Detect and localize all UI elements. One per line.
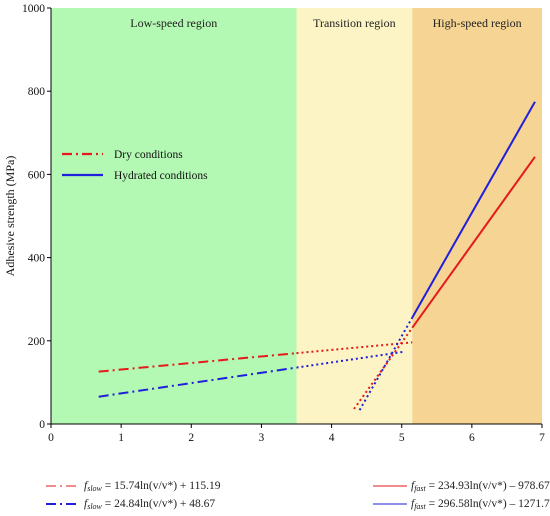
region-label: High-speed region [433,16,522,30]
series-line-hydrated-fast [411,101,536,319]
adhesive-strength-chart: 0123456702004006008001000ln(v/v*)Adhesiv… [3,3,545,444]
series-line-dry-fast-extension [353,327,414,410]
region-label: Low-speed region [130,16,217,30]
x-tick-label: 0 [48,432,54,444]
x-tick-label: 7 [539,432,545,444]
series-line-dry-slow [98,352,297,373]
x-tick-label: 4 [329,432,335,444]
series-line-dry-fast [411,156,536,329]
series-line-hydrated-slow-extension [296,350,406,369]
y-axis-label: Adhesive strength (MPa) [3,156,17,277]
legend-label: Dry conditions [114,149,183,161]
equation-swatch [46,503,80,505]
region-band [51,8,297,424]
equation-swatch [46,485,80,487]
y-tick-label: 600 [28,169,46,181]
x-tick-label: 5 [399,432,405,444]
region-label: Transition region [313,16,396,30]
x-tick-label: 6 [469,432,475,444]
series-line-dry-slow-extension [296,341,413,355]
series-line-hydrated-slow [98,366,297,398]
y-tick-label: 0 [39,419,45,431]
equation-swatch [373,503,407,505]
x-tick-label: 2 [188,432,194,444]
region-band [296,8,413,424]
y-tick-label: 400 [28,253,46,265]
y-tick-label: 800 [28,86,46,98]
region-band [412,8,542,424]
y-tick-label: 200 [28,336,46,348]
equation-swatch [373,485,407,487]
legend-label: Hydrated conditions [114,170,208,182]
y-tick-label: 1000 [22,3,45,15]
x-tick-label: 3 [259,432,265,444]
x-tick-label: 1 [118,432,124,444]
